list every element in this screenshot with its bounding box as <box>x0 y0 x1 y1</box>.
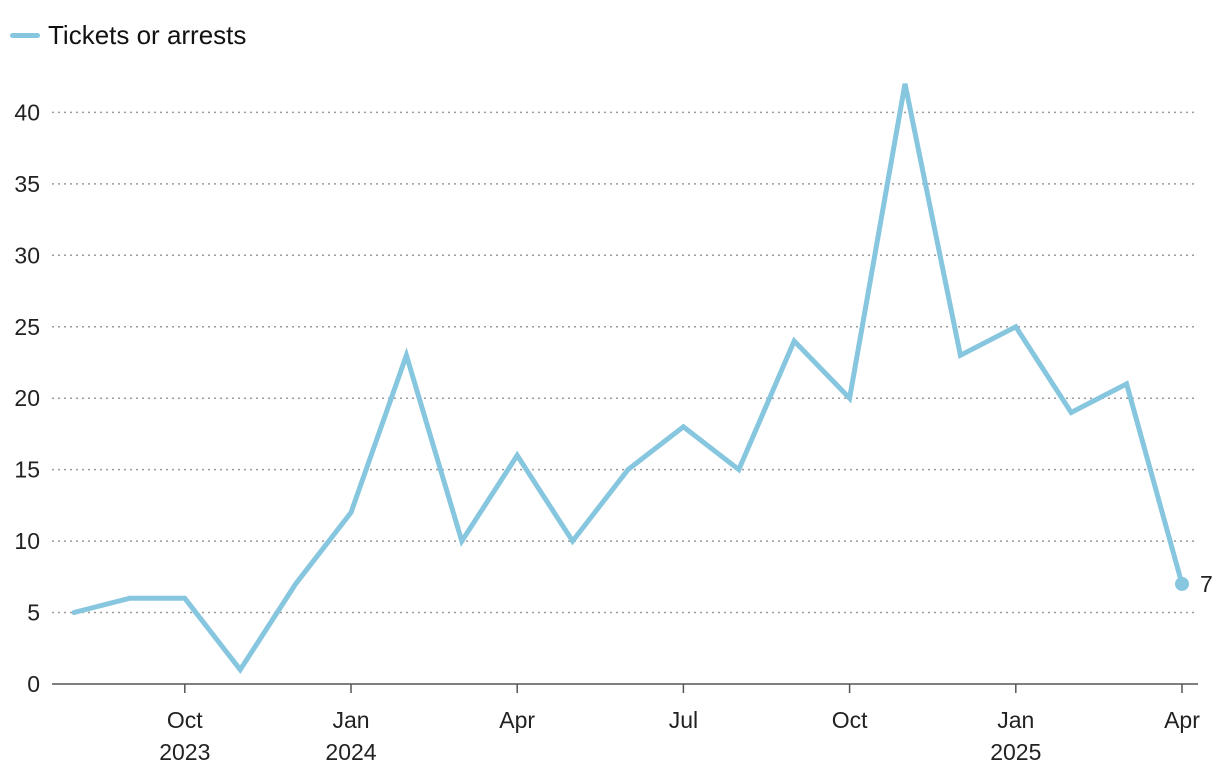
x-axis-ticks: Oct 2023 Jan 2024 Apr Jul Oct Jan 2025 Apr <box>159 684 1200 765</box>
y-tick-label-10: 10 <box>14 528 40 554</box>
y-axis-ticks: 0 5 10 15 20 25 30 35 40 <box>14 99 40 697</box>
end-value-label: 7 <box>1200 571 1213 597</box>
x-tick-year-label-0: 2023 <box>159 739 210 765</box>
legend: Tickets or arrests <box>10 18 246 52</box>
x-tick-label-5: Jan <box>997 707 1034 733</box>
x-tick-label-3: Jul <box>669 707 698 733</box>
x-tick-label-1: Jan <box>332 707 369 733</box>
series-line-tickets-or-arrests <box>71 83 1185 675</box>
end-point-marker <box>1175 576 1189 591</box>
x-tick-year-label-5: 2025 <box>990 739 1041 765</box>
y-tick-label-15: 15 <box>14 457 40 483</box>
legend-label: Tickets or arrests <box>48 20 247 50</box>
y-tick-label-0: 0 <box>27 671 40 697</box>
y-tick-label-35: 35 <box>14 171 40 197</box>
y-tick-label-25: 25 <box>14 314 40 340</box>
legend-swatch <box>10 32 40 38</box>
x-tick-label-6: Apr <box>1164 707 1200 733</box>
x-tick-label-2: Apr <box>499 707 535 733</box>
y-tick-label-40: 40 <box>14 99 40 125</box>
x-tick-label-4: Oct <box>832 707 868 733</box>
y-tick-label-20: 20 <box>14 385 40 411</box>
x-tick-label-0: Oct <box>167 707 203 733</box>
gridlines <box>52 111 1198 614</box>
y-tick-label-5: 5 <box>27 600 40 626</box>
y-tick-label-30: 30 <box>14 242 40 268</box>
x-tick-year-label-1: 2024 <box>325 739 376 765</box>
